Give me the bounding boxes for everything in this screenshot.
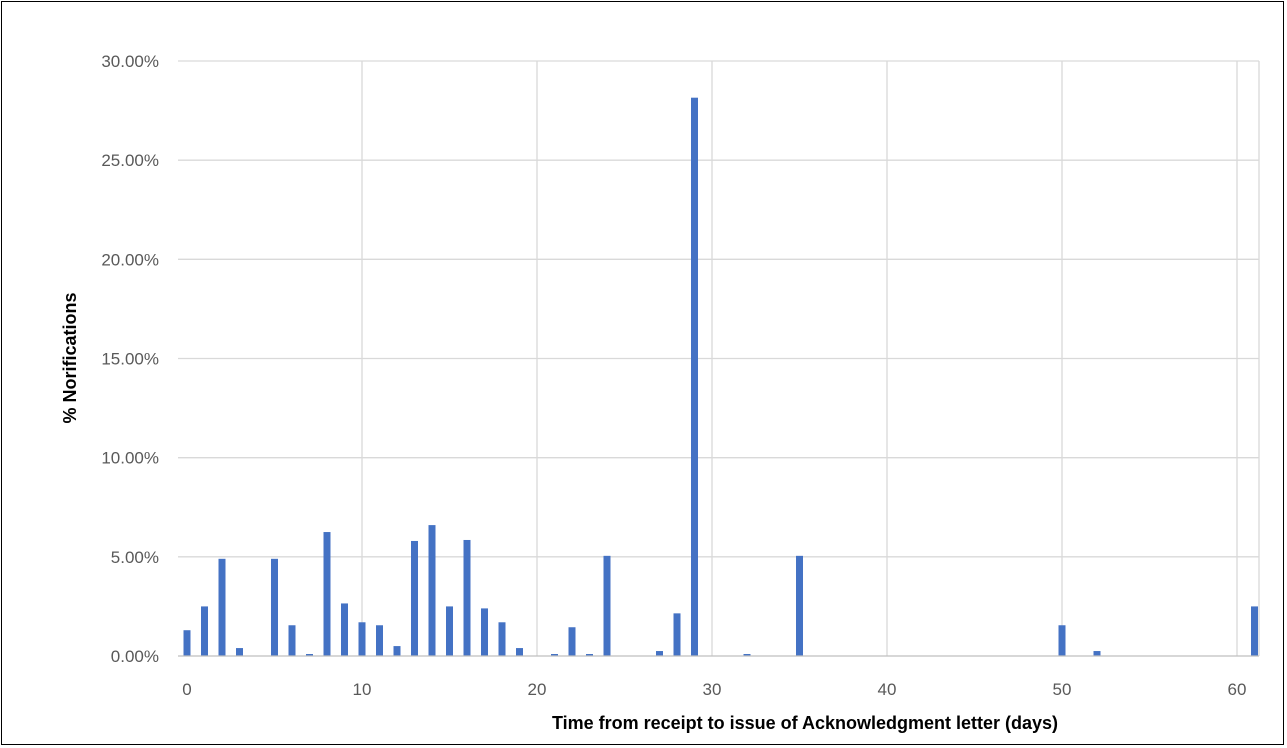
bar: [498, 622, 506, 656]
y-tick-label: 20.00%: [101, 250, 159, 269]
x-axis-title: Time from receipt to issue of Acknowledg…: [552, 713, 1058, 733]
y-tick-label: 5.00%: [111, 548, 159, 567]
bar: [463, 539, 471, 656]
y-tick-label: 30.00%: [101, 52, 159, 71]
bar: [673, 613, 681, 656]
bar: [306, 654, 313, 656]
bar: [656, 651, 663, 656]
bar: [1251, 606, 1258, 656]
x-tick-label: 0: [182, 680, 191, 699]
x-tick-label: 40: [878, 680, 897, 699]
y-tick-label: 25.00%: [101, 151, 159, 170]
x-tick-label: 60: [1228, 680, 1247, 699]
y-tick-label: 10.00%: [101, 449, 159, 468]
bar: [236, 648, 243, 656]
bar: [428, 525, 436, 656]
bar: [183, 630, 191, 656]
bar: [586, 654, 593, 656]
y-tick-label: 0.00%: [111, 647, 159, 666]
y-axis-title: % Norifications: [60, 292, 80, 423]
bar: [288, 625, 296, 656]
bar: [1058, 625, 1066, 656]
bar: [796, 555, 803, 656]
bar: [358, 622, 366, 656]
bar: [1093, 651, 1101, 656]
bar: [691, 97, 698, 657]
bar: [393, 646, 401, 656]
tick-labels: 0.00% 5.00% 10.00% 15.00% 20.00% 25.00% 30.00%…: [101, 52, 1246, 699]
bar: [201, 606, 208, 656]
bar: [411, 540, 418, 656]
bar: [271, 558, 278, 656]
bar: [218, 558, 226, 656]
gridlines: [178, 60, 1260, 656]
bar: [446, 606, 453, 656]
bar: [603, 555, 611, 656]
x-tick-label: 30: [703, 680, 722, 699]
y-tick-label: 15.00%: [101, 350, 159, 369]
x-tick-label: 20: [528, 680, 547, 699]
x-tick-label: 50: [1053, 680, 1072, 699]
bar: [568, 627, 576, 656]
bar: [481, 608, 488, 656]
bar: [551, 654, 558, 656]
x-tick-label: 10: [353, 680, 372, 699]
bar: [516, 648, 523, 656]
bar: [323, 532, 331, 656]
bars: [183, 97, 1258, 657]
bar: [376, 625, 383, 656]
bar: [743, 654, 751, 656]
bar: [341, 603, 348, 656]
